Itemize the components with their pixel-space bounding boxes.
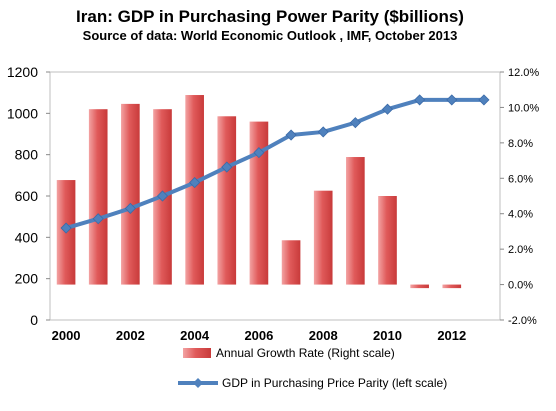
bar [346,157,365,285]
y-right-tick-label: 4.0% [508,209,533,221]
bar [185,95,204,285]
bar [313,190,333,285]
chart-title: Iran: GDP in Purchasing Power Parity ($b… [76,7,464,26]
x-tick-label: 2000 [52,328,81,343]
y-left-tick-label: 800 [15,147,39,163]
legend: Annual Growth Rate (Right scale) GDP in … [178,346,447,390]
gdp-line [65,97,484,230]
plot-area [56,94,490,289]
y-right-tick-label: 8.0% [508,138,533,150]
y-left-tick-label: 1000 [7,105,38,121]
bar [121,103,140,285]
plot-frame [49,71,501,321]
x-tick-label: 2004 [180,328,210,343]
y-right-tick-label: 12.0% [508,67,539,79]
gdp-point [221,161,233,173]
y-right-tick-label: 10.0% [508,102,539,114]
x-tick-label: 2010 [373,328,402,343]
gdp-point [446,94,458,106]
chart-subtitle: Source of data: World Economic Outlook ,… [83,28,458,43]
y-left-tick-label: 400 [15,229,39,245]
gdp-point [349,117,361,129]
bar [281,240,301,285]
legend-line-marker [193,378,203,388]
x-tick-label: 2006 [244,328,273,343]
gdp-point [478,94,490,106]
y-left-tick-label: 600 [15,188,39,204]
gdp-point [189,177,201,189]
y-right-tick-label: 6.0% [508,173,533,185]
bar [442,284,462,289]
y-left-tick-label: 200 [15,271,39,287]
x-tick-label: 2008 [309,328,338,343]
x-tick-label: 2012 [437,328,466,343]
axes: 0 200 400 600 800 1000 1200 -2.0% 0.0% 2.0% 4.0% 6.… [7,64,540,343]
gdp-point [285,129,297,141]
bar [88,109,108,285]
legend-line-label: GDP in Purchasing Price Parity (left sca… [222,376,447,390]
y-right-tick-label: -2.0% [508,315,537,327]
y-right-tick-label: 0.0% [508,280,533,292]
legend-bar-label: Annual Growth Rate (Right scale) [216,346,395,360]
gdp-point [156,190,169,202]
legend-bar-swatch [183,348,211,358]
bar [249,121,269,285]
gdp-point [317,126,329,138]
gdp-point [124,202,136,214]
gdp-point [381,103,394,115]
x-tick-label: 2002 [116,328,145,343]
gdp-point [414,94,426,106]
y-right-tick-label: 2.0% [508,244,533,256]
y-left-tick-label: 1200 [7,64,38,80]
y-left-tick-label: 0 [30,312,38,328]
bar [217,116,237,285]
bar [378,196,397,285]
gdp-point [92,213,104,225]
gdp-point [253,147,265,159]
gdp-point [60,222,72,234]
bar [410,284,429,289]
